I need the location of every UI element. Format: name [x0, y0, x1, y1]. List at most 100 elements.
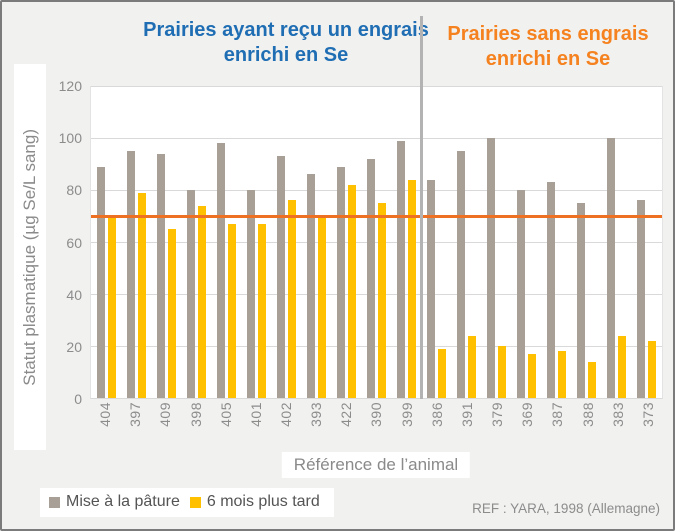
x-tick-393: 393 [301, 402, 331, 452]
bar-6-mois-plus-tard-398 [197, 205, 206, 398]
bar-group [452, 86, 482, 398]
bar-6-mois-plus-tard-388 [588, 361, 597, 398]
x-tick-398: 398 [180, 402, 210, 452]
gridline [91, 294, 662, 295]
x-axis-title: Référence de l’animal [281, 452, 471, 478]
bar-group [301, 86, 331, 398]
bar-group [391, 86, 421, 398]
x-tick-label: 391 [458, 402, 475, 427]
bar-mise-a-la-pature-398 [186, 190, 195, 398]
x-tick-label: 405 [217, 402, 234, 427]
x-tick-409: 409 [150, 402, 180, 452]
section-title-left: Prairies ayant reçu un engrais enrichi e… [143, 19, 429, 66]
x-tick-label: 388 [579, 402, 596, 427]
gridline [91, 242, 662, 243]
bar-group [241, 86, 271, 398]
bar-group [572, 86, 602, 398]
bar-group [181, 86, 211, 398]
bar-mise-a-la-pature-402 [276, 156, 285, 398]
legend-marker-mise-a-la-pature [49, 496, 60, 508]
bars-row [91, 86, 662, 398]
bar-group [632, 86, 662, 398]
bar-mise-a-la-pature-401 [246, 190, 255, 398]
x-tick-label: 373 [639, 402, 656, 427]
x-tick-386: 386 [422, 402, 452, 452]
bar-6-mois-plus-tard-373 [648, 340, 657, 398]
bar-mise-a-la-pature-373 [637, 200, 646, 398]
x-tick-label: 369 [519, 402, 536, 427]
x-tick-label: 386 [428, 402, 445, 427]
bar-mise-a-la-pature-387 [547, 182, 556, 398]
bar-6-mois-plus-tard-422 [347, 184, 356, 398]
y-tick-label: 80 [66, 182, 82, 199]
x-tick-label: 393 [308, 402, 325, 427]
bar-mise-a-la-pature-405 [216, 143, 225, 398]
bar-group [512, 86, 542, 398]
x-tick-379: 379 [482, 402, 512, 452]
y-tick-label: 0 [74, 391, 82, 407]
gridline [91, 190, 662, 191]
gridline [91, 138, 662, 139]
bar-6-mois-plus-tard-390 [377, 203, 386, 398]
x-tick-label: 379 [489, 402, 506, 427]
y-tick-label: 120 [58, 78, 82, 94]
x-tick-388: 388 [573, 402, 603, 452]
bar-mise-a-la-pature-399 [396, 140, 405, 398]
bar-group [121, 86, 151, 398]
x-tick-label: 409 [157, 402, 174, 427]
x-tick-401: 401 [241, 402, 271, 452]
y-tick-label: 20 [66, 338, 82, 355]
bar-6-mois-plus-tard-399 [407, 179, 416, 398]
bar-mise-a-la-pature-397 [126, 151, 135, 398]
x-tick-label: 383 [609, 402, 626, 427]
x-tick-373: 373 [633, 402, 663, 452]
y-tick-label: 60 [66, 234, 82, 251]
legend-label: Mise à la pâture [66, 493, 180, 510]
legend-item-mise-a-la-pature: Mise à la pâture [49, 493, 180, 511]
bar-mise-a-la-pature-391 [457, 151, 466, 398]
x-tick-404: 404 [90, 402, 120, 452]
x-tick-label: 399 [398, 402, 415, 427]
section-divider-line [420, 16, 424, 399]
bar-group [482, 86, 512, 398]
bar-group [542, 86, 572, 398]
x-tick-390: 390 [361, 402, 391, 452]
x-tick-label: 402 [278, 402, 295, 427]
legend-label: 6 mois plus tard [206, 493, 320, 510]
bar-mise-a-la-pature-393 [306, 174, 315, 398]
bar-group [602, 86, 632, 398]
bar-6-mois-plus-tard-369 [528, 353, 537, 398]
x-tick-label: 397 [127, 402, 144, 427]
x-tick-label: 398 [187, 402, 204, 427]
bar-mise-a-la-pature-409 [156, 153, 165, 398]
bar-group [361, 86, 391, 398]
bar-6-mois-plus-tard-397 [137, 192, 146, 398]
bar-6-mois-plus-tard-405 [227, 223, 236, 398]
x-tick-402: 402 [271, 402, 301, 452]
bar-group [91, 86, 121, 398]
plot-area [90, 86, 663, 399]
threshold-line [91, 215, 662, 218]
bar-group [331, 86, 361, 398]
bar-mise-a-la-pature-422 [336, 166, 345, 398]
bar-6-mois-plus-tard-379 [498, 346, 507, 398]
bar-6-mois-plus-tard-404 [107, 216, 116, 398]
reference-note: REF : YARA, 1998 (Allemagne) [472, 501, 660, 516]
bar-6-mois-plus-tard-401 [257, 223, 266, 398]
bar-mise-a-la-pature-386 [427, 179, 436, 398]
x-tick-397: 397 [120, 402, 150, 452]
y-axis-title: Statut plasmatique (µg Se/L sang) [14, 64, 46, 450]
legend-item-6-mois-plus-tard: 6 mois plus tard [189, 493, 320, 511]
bar-mise-a-la-pature-390 [366, 158, 375, 398]
x-tick-387: 387 [542, 402, 572, 452]
bar-6-mois-plus-tard-391 [468, 335, 477, 398]
x-tick-369: 369 [512, 402, 542, 452]
bar-6-mois-plus-tard-387 [558, 351, 567, 398]
legend-marker-6-mois-plus-tard [189, 496, 201, 508]
bar-6-mois-plus-tard-386 [438, 348, 447, 398]
y-tick-label: 40 [66, 286, 82, 303]
bar-group [271, 86, 301, 398]
y-axis-ticks: 0 20 40 60 80 100 120 [2, 78, 82, 407]
bar-mise-a-la-pature-379 [487, 138, 496, 398]
